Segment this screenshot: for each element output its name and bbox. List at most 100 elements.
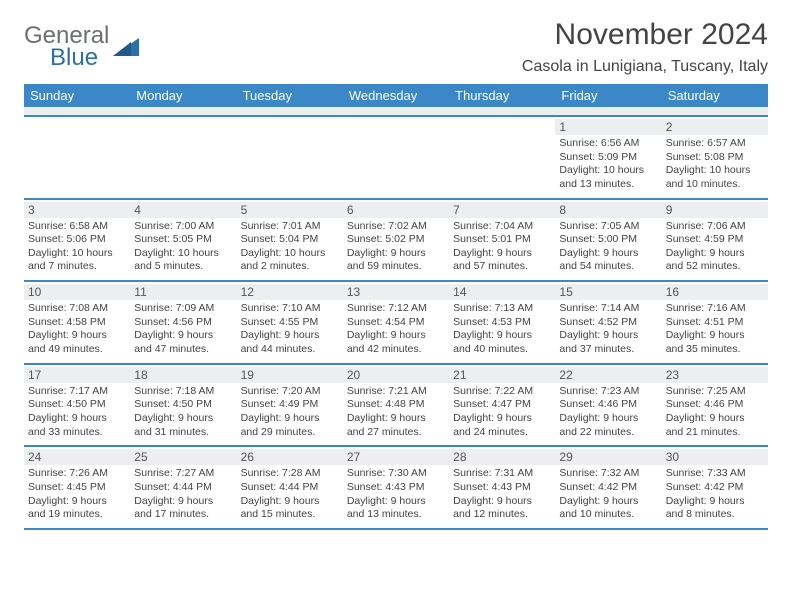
- logo-triangle-icon: [113, 34, 139, 56]
- day-number: 14: [449, 284, 555, 300]
- day-cell: 18 Sunrise: 7:18 AMSunset: 4:50 PMDayligh…: [130, 365, 236, 446]
- weekday-header: Wednesday: [343, 84, 449, 107]
- day-number: 28: [449, 449, 555, 465]
- weekday-header: Saturday: [662, 84, 768, 107]
- day-number: 27: [343, 449, 449, 465]
- day-details: Sunrise: 7:25 AMSunset: 4:46 PMDaylight:…: [666, 385, 764, 440]
- day-cell: 12Sunrise: 7:10 AMSunset: 4:55 PMDayligh…: [237, 282, 343, 363]
- day-details: Sunrise: 6:56 AMSunset: 5:09 PMDaylight:…: [559, 137, 657, 192]
- day-cell: 10Sunrise: 7:08 AMSunset: 4:58 PMDayligh…: [24, 282, 130, 363]
- day-number: [449, 119, 555, 121]
- day-details: Sunrise: 6:57 AMSunset: 5:08 PMDaylight:…: [666, 137, 764, 192]
- week-row: 24 Sunrise: 7:26 AMSunset: 4:45 PMDayligh…: [24, 447, 768, 530]
- day-details: Sunrise: 7:04 AMSunset: 5:01 PMDaylight:…: [453, 220, 551, 275]
- day-cell: 22 Sunrise: 7:23 AMSunset: 4:46 PMDayligh…: [555, 365, 661, 446]
- day-details: Sunrise: 7:21 AMSunset: 4:48 PMDaylight:…: [347, 385, 445, 440]
- day-cell: 27 Sunrise: 7:30 AMSunset: 4:43 PMDayligh…: [343, 447, 449, 528]
- day-details: Sunrise: 7:20 AMSunset: 4:49 PMDaylight:…: [241, 385, 339, 440]
- day-details: Sunrise: 7:26 AMSunset: 4:45 PMDaylight:…: [28, 467, 126, 522]
- day-details: Sunrise: 7:08 AMSunset: 4:58 PMDaylight:…: [28, 302, 126, 357]
- day-cell: 16Sunrise: 7:16 AMSunset: 4:51 PMDayligh…: [662, 282, 768, 363]
- day-details: Sunrise: 7:31 AMSunset: 4:43 PMDaylight:…: [453, 467, 551, 522]
- day-number: 19: [237, 367, 343, 383]
- day-number: 8: [555, 202, 661, 218]
- weekday-header: Tuesday: [237, 84, 343, 107]
- weekday-header: Sunday: [24, 84, 130, 107]
- day-cell: 28 Sunrise: 7:31 AMSunset: 4:43 PMDayligh…: [449, 447, 555, 528]
- day-cell: 25 Sunrise: 7:27 AMSunset: 4:44 PMDayligh…: [130, 447, 236, 528]
- day-number: 21: [449, 367, 555, 383]
- day-cell: [130, 117, 236, 198]
- weekday-header: Friday: [555, 84, 661, 107]
- day-number: 15: [555, 284, 661, 300]
- day-cell: 19 Sunrise: 7:20 AMSunset: 4:49 PMDayligh…: [237, 365, 343, 446]
- day-number: 4: [130, 202, 236, 218]
- day-number: [130, 119, 236, 121]
- day-number: 9: [662, 202, 768, 218]
- day-cell: 17Sunrise: 7:17 AMSunset: 4:50 PMDayligh…: [24, 365, 130, 446]
- week-row: 17Sunrise: 7:17 AMSunset: 4:50 PMDayligh…: [24, 365, 768, 448]
- day-details: Sunrise: 6:58 AMSunset: 5:06 PMDaylight:…: [28, 220, 126, 275]
- day-cell: 5Sunrise: 7:01 AMSunset: 5:04 PMDaylight…: [237, 200, 343, 281]
- day-cell: 8Sunrise: 7:05 AMSunset: 5:00 PMDaylight…: [555, 200, 661, 281]
- day-details: Sunrise: 7:28 AMSunset: 4:44 PMDaylight:…: [241, 467, 339, 522]
- day-number: 11: [130, 284, 236, 300]
- month-title: November 2024: [522, 18, 768, 52]
- day-details: Sunrise: 7:30 AMSunset: 4:43 PMDaylight:…: [347, 467, 445, 522]
- week-row: 3 Sunrise: 6:58 AMSunset: 5:06 PMDaylight…: [24, 200, 768, 283]
- day-number: [237, 119, 343, 121]
- day-number: 7: [449, 202, 555, 218]
- day-details: Sunrise: 7:27 AMSunset: 4:44 PMDaylight:…: [134, 467, 232, 522]
- day-cell: 14 Sunrise: 7:13 AMSunset: 4:53 PMDayligh…: [449, 282, 555, 363]
- week-row: 10Sunrise: 7:08 AMSunset: 4:58 PMDayligh…: [24, 282, 768, 365]
- day-cell: [343, 117, 449, 198]
- day-details: Sunrise: 7:33 AMSunset: 4:42 PMDaylight:…: [666, 467, 764, 522]
- day-number: 24: [24, 449, 130, 465]
- day-cell: 4Sunrise: 7:00 AMSunset: 5:05 PMDaylight…: [130, 200, 236, 281]
- day-number: 18: [130, 367, 236, 383]
- calendar-page: General Blue November 2024 Casola in Lun…: [0, 0, 792, 548]
- day-number: 26: [237, 449, 343, 465]
- day-details: Sunrise: 7:23 AMSunset: 4:46 PMDaylight:…: [559, 385, 657, 440]
- day-number: 2: [662, 119, 768, 135]
- day-cell: 1 Sunrise: 6:56 AMSunset: 5:09 PMDaylight…: [555, 117, 661, 198]
- weekday-header: Thursday: [449, 84, 555, 107]
- day-number: 23: [662, 367, 768, 383]
- day-details: Sunrise: 7:10 AMSunset: 4:55 PMDaylight:…: [241, 302, 339, 357]
- logo: General Blue: [24, 24, 139, 70]
- day-cell: 23 Sunrise: 7:25 AMSunset: 4:46 PMDayligh…: [662, 365, 768, 446]
- day-cell: 21Sunrise: 7:22 AMSunset: 4:47 PMDayligh…: [449, 365, 555, 446]
- day-cell: 9Sunrise: 7:06 AMSunset: 4:59 PMDaylight…: [662, 200, 768, 281]
- day-number: 17: [24, 367, 130, 383]
- day-details: Sunrise: 7:32 AMSunset: 4:42 PMDaylight:…: [559, 467, 657, 522]
- day-cell: 11 Sunrise: 7:09 AMSunset: 4:56 PMDayligh…: [130, 282, 236, 363]
- day-cell: 7 Sunrise: 7:04 AMSunset: 5:01 PMDaylight…: [449, 200, 555, 281]
- day-details: Sunrise: 7:13 AMSunset: 4:53 PMDaylight:…: [453, 302, 551, 357]
- day-number: 3: [24, 202, 130, 218]
- day-number: 6: [343, 202, 449, 218]
- day-number: 25: [130, 449, 236, 465]
- header: General Blue November 2024 Casola in Lun…: [24, 18, 768, 76]
- day-details: Sunrise: 7:01 AMSunset: 5:04 PMDaylight:…: [241, 220, 339, 275]
- day-cell: 2 Sunrise: 6:57 AMSunset: 5:08 PMDaylight…: [662, 117, 768, 198]
- day-number: 29: [555, 449, 661, 465]
- day-number: [343, 119, 449, 121]
- day-cell: [24, 117, 130, 198]
- day-number: 13: [343, 284, 449, 300]
- day-cell: 24 Sunrise: 7:26 AMSunset: 4:45 PMDayligh…: [24, 447, 130, 528]
- day-cell: 26 Sunrise: 7:28 AMSunset: 4:44 PMDayligh…: [237, 447, 343, 528]
- day-cell: 6Sunrise: 7:02 AMSunset: 5:02 PMDaylight…: [343, 200, 449, 281]
- calendar-grid: Sunday Monday Tuesday Wednesday Thursday…: [24, 84, 768, 530]
- day-cell: [449, 117, 555, 198]
- weeks-container: 1 Sunrise: 6:56 AMSunset: 5:09 PMDaylight…: [24, 117, 768, 530]
- day-number: 22: [555, 367, 661, 383]
- day-number: 16: [662, 284, 768, 300]
- day-cell: 13Sunrise: 7:12 AMSunset: 4:54 PMDayligh…: [343, 282, 449, 363]
- title-block: November 2024 Casola in Lunigiana, Tusca…: [522, 18, 768, 76]
- day-details: Sunrise: 7:09 AMSunset: 4:56 PMDaylight:…: [134, 302, 232, 357]
- day-number: 1: [555, 119, 661, 135]
- day-cell: 3 Sunrise: 6:58 AMSunset: 5:06 PMDaylight…: [24, 200, 130, 281]
- day-details: Sunrise: 7:14 AMSunset: 4:52 PMDaylight:…: [559, 302, 657, 357]
- day-details: Sunrise: 7:18 AMSunset: 4:50 PMDaylight:…: [134, 385, 232, 440]
- day-cell: 15 Sunrise: 7:14 AMSunset: 4:52 PMDayligh…: [555, 282, 661, 363]
